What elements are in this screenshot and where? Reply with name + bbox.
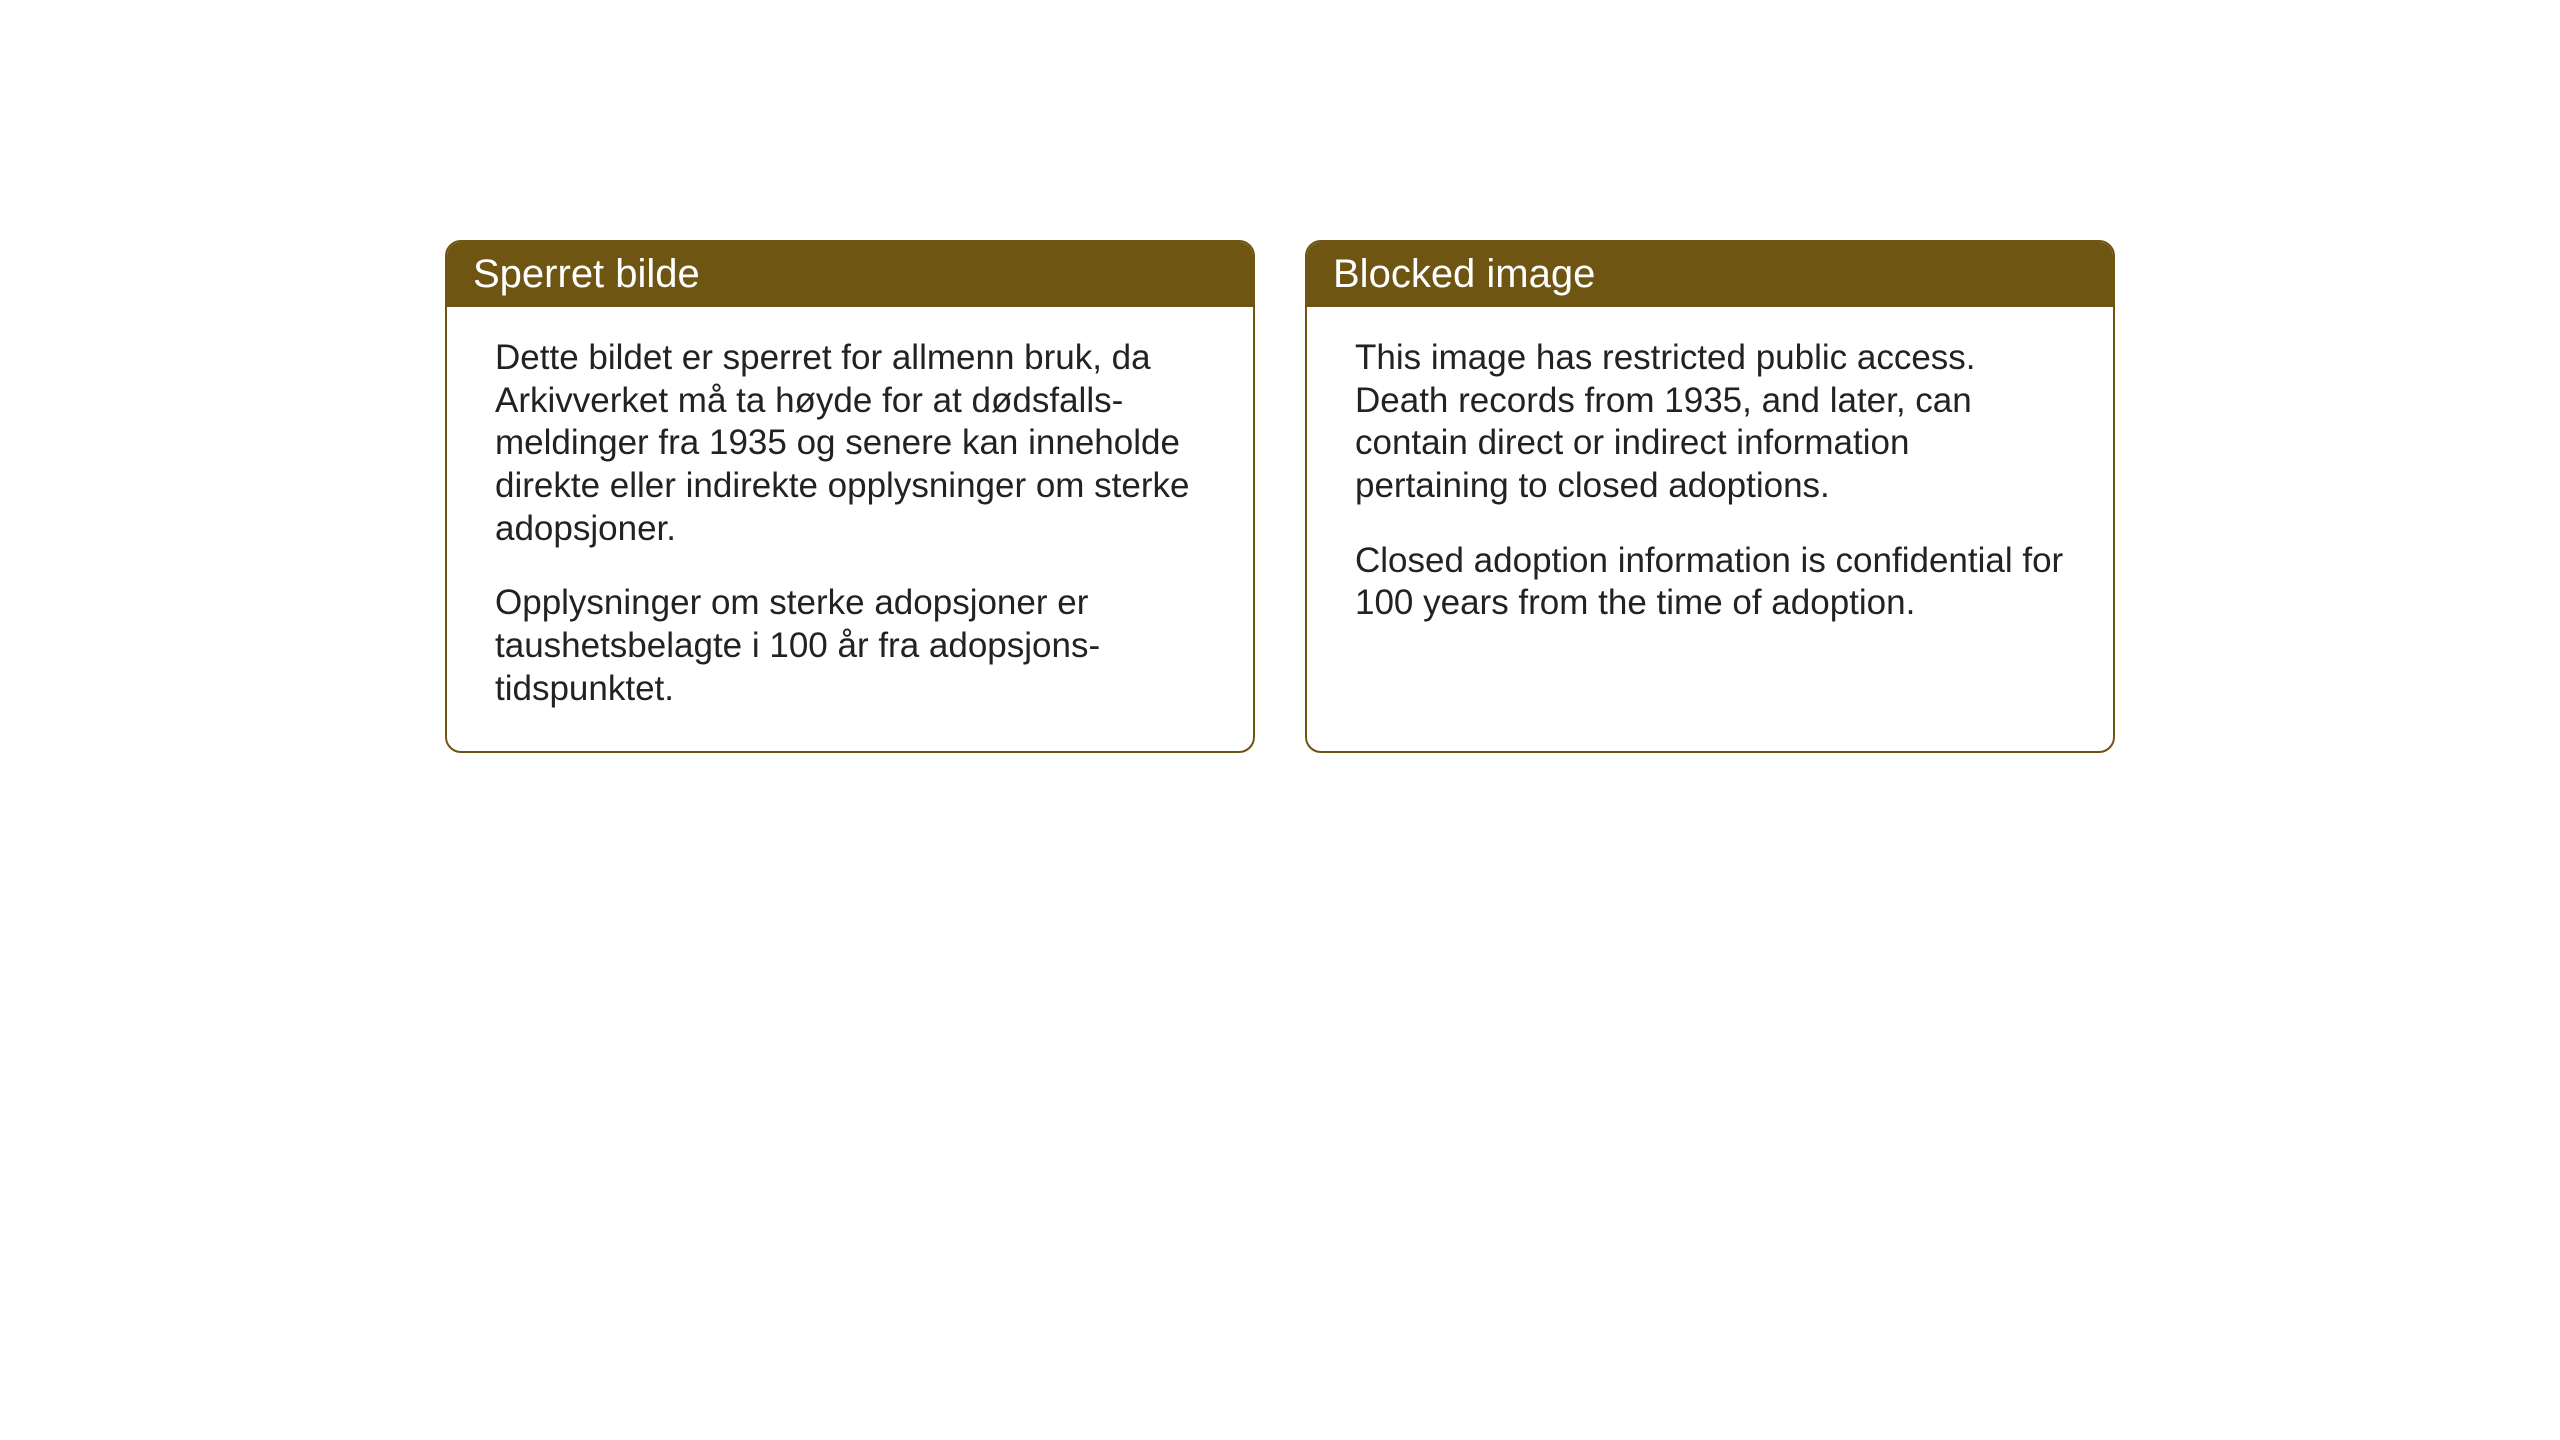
card-paragraph: Dette bildet er sperret for allmenn bruk… [495,337,1205,550]
card-title: Sperret bilde [473,252,700,296]
notice-card-norwegian: Sperret bilde Dette bildet er sperret fo… [445,240,1255,753]
card-paragraph: Closed adoption information is confident… [1355,540,2065,625]
card-paragraph: Opplysninger om sterke adopsjoner er tau… [495,582,1205,710]
notice-card-english: Blocked image This image has restricted … [1305,240,2115,753]
card-header-norwegian: Sperret bilde [447,242,1253,307]
card-body-norwegian: Dette bildet er sperret for allmenn bruk… [447,307,1253,751]
card-title: Blocked image [1333,252,1595,296]
notice-cards-container: Sperret bilde Dette bildet er sperret fo… [445,240,2115,753]
card-body-english: This image has restricted public access.… [1307,307,2113,665]
card-paragraph: This image has restricted public access.… [1355,337,2065,508]
card-header-english: Blocked image [1307,242,2113,307]
